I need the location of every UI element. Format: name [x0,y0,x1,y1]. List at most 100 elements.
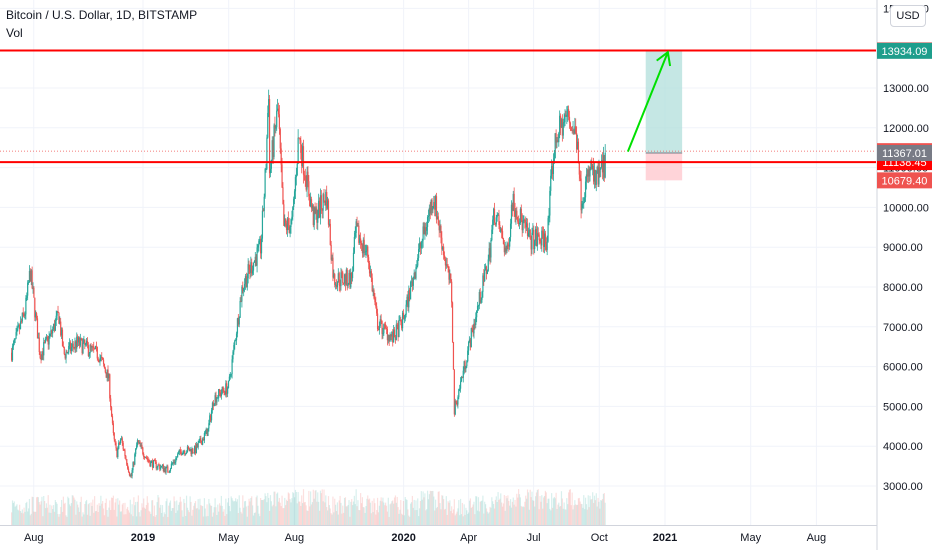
candle-body [501,228,503,232]
candle-body [519,208,521,223]
volume-bar [496,501,498,525]
volume-bar [89,515,91,525]
volume-bar [327,496,330,525]
volume-bar [601,500,603,525]
candle-body [312,205,314,226]
candle-body [329,223,331,245]
volume-bar [462,516,464,525]
candle-body [255,256,257,266]
volume-bar [330,513,332,525]
volume-bar [226,514,228,525]
volume-bar [588,507,590,525]
volume-bar [284,497,286,525]
volume-bar [183,498,185,525]
volume-bar [443,499,445,525]
volume-bar [568,489,571,525]
volume-bar [352,501,355,525]
volume-bar [434,499,437,525]
volume-bar [119,511,122,525]
volume-bar [79,501,81,525]
candle-body [19,325,21,330]
currency-button[interactable]: USD [890,5,926,27]
candle-body [213,404,215,407]
candle-body [557,140,559,143]
candle-body [136,440,139,446]
candle-body [504,247,506,253]
candle-body [278,114,280,130]
volume-bar [298,501,300,525]
candle-body [67,352,69,354]
volume-bar [112,495,114,525]
candle-body [307,171,309,182]
candle-body [545,244,547,251]
volume-bar [157,495,159,525]
candle-body [394,337,397,340]
volume-bar [233,501,235,525]
volume-bar [238,495,240,525]
volume-bar [260,500,263,525]
candle-body [457,397,459,405]
candle-body [356,221,358,227]
volume-bar [211,516,214,525]
volume-bar [302,489,305,525]
candle-body [26,295,28,298]
volume-bar [371,500,373,525]
candle-body [55,315,57,321]
candle-body [265,168,267,170]
volume-bar [293,497,296,525]
candle-body [538,234,540,241]
candle-body [602,155,605,173]
volume-bar [331,514,333,525]
candle-body [137,440,139,443]
candle-body [350,272,352,288]
candle-body [175,457,177,463]
candle-body [226,383,228,394]
volume-bar [49,504,51,525]
candle-body [534,229,537,241]
x-tick-label: May [740,532,761,544]
candle-body [555,133,557,143]
volume-bar [66,516,68,525]
volume-bar [564,509,566,525]
candle-body [300,140,302,154]
candle-body [518,221,520,225]
candle-body [535,229,538,247]
candle-body [277,108,279,111]
volume-bar [15,505,17,525]
candle-body [370,271,372,278]
candle-body [17,326,19,330]
candle-body [392,332,394,343]
candle-body [454,400,456,415]
volume-bar [370,513,372,525]
candle-body [414,272,416,279]
candle-body [69,342,71,347]
candle-body [77,337,80,343]
candle-body [431,199,433,211]
volume-bar [23,507,25,525]
volume-bar [316,501,318,525]
volume-bar [200,505,202,525]
volume-bar [96,504,98,525]
volume-bar [362,507,364,525]
candle-body [299,137,301,141]
candle-body [589,168,591,177]
candle-body [476,305,479,311]
candle-body [388,334,390,342]
candle-body [52,323,55,330]
candle-body [239,300,241,318]
volume-bar [385,505,388,525]
candle-body [42,351,44,356]
candle-body [94,348,96,350]
candle-body [455,400,457,403]
candle-body [11,346,14,361]
volume-bar [138,512,140,525]
volume-bar [555,492,557,525]
candle-body [215,395,217,403]
candle-body [339,285,341,287]
candle-body [601,160,604,173]
volume-bar [14,506,16,525]
candle-body [95,345,98,347]
candle-body [90,345,92,348]
candle-body [582,203,584,205]
